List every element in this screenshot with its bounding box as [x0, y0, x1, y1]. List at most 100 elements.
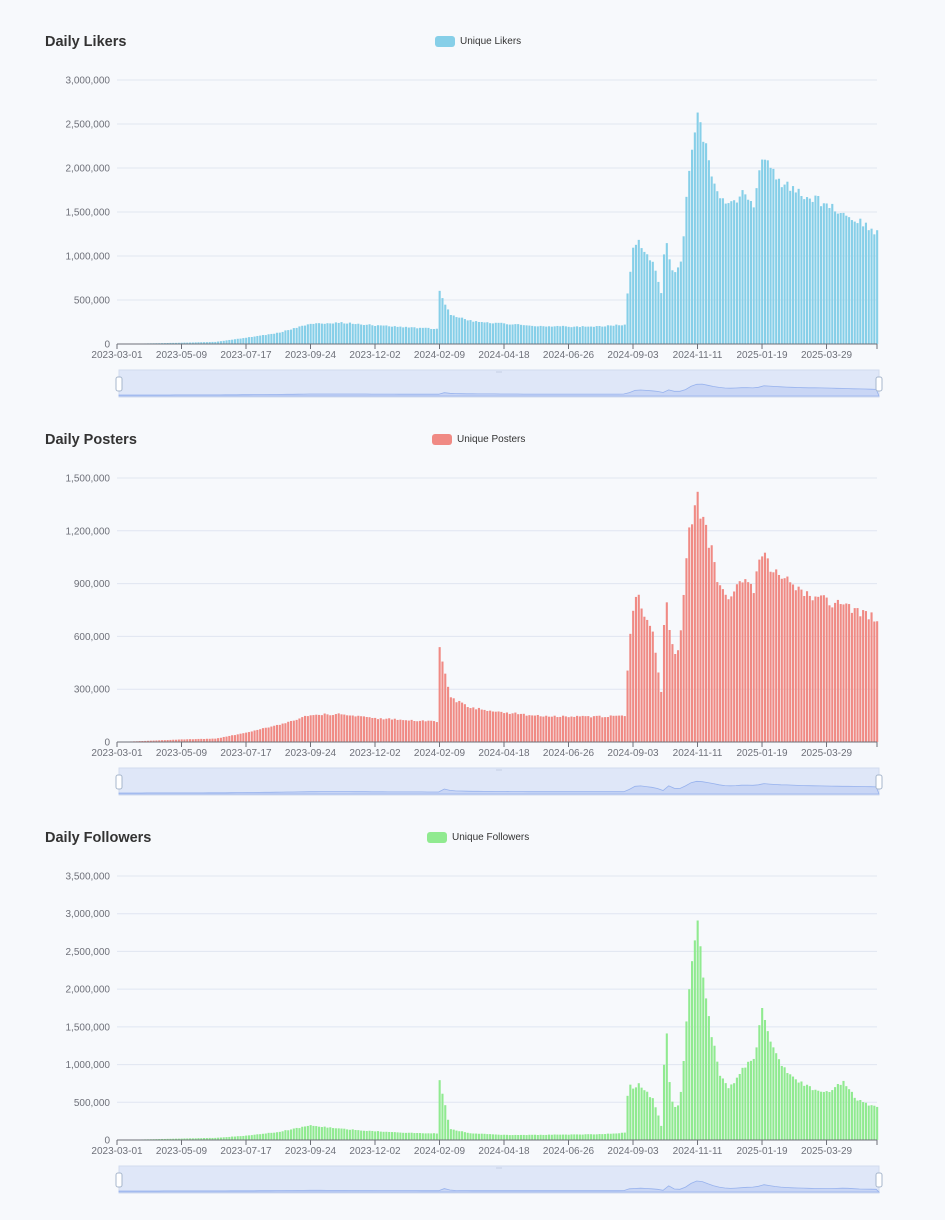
- x-tick-label: 2025-03-29: [801, 748, 853, 759]
- bar: [542, 326, 545, 344]
- bar: [180, 739, 183, 742]
- bar: [646, 254, 649, 344]
- bar: [668, 259, 671, 344]
- legend-item-posters[interactable]: Unique Posters: [432, 432, 525, 446]
- bar: [803, 596, 806, 742]
- bar: [836, 1084, 839, 1140]
- bar: [376, 1131, 380, 1140]
- zoom-handle-right[interactable]: [875, 376, 883, 392]
- bar: [539, 1134, 542, 1140]
- bar: [306, 716, 309, 742]
- bar: [674, 653, 677, 742]
- zoom-preview: [118, 1180, 880, 1193]
- bar: [267, 334, 270, 344]
- bar: [643, 1090, 646, 1140]
- bar: [348, 715, 351, 742]
- zoom-handle-right[interactable]: [875, 1172, 883, 1188]
- bar: [716, 191, 719, 344]
- bar: [503, 713, 506, 742]
- bar: [494, 322, 497, 344]
- bar: [542, 716, 545, 742]
- bar: [455, 1130, 458, 1140]
- data-zoom-slider[interactable]: [115, 1165, 883, 1194]
- data-zoom-slider[interactable]: [115, 767, 883, 796]
- bar: [163, 740, 166, 742]
- zoom-move-handle[interactable]: [496, 1167, 502, 1169]
- bar: [343, 714, 346, 742]
- bar: [766, 1031, 769, 1140]
- bar: [508, 1135, 511, 1140]
- bar: [183, 342, 186, 344]
- bar: [270, 726, 273, 742]
- bar: [612, 1133, 615, 1140]
- zoom-handle-left[interactable]: [115, 774, 123, 790]
- bar: [435, 722, 438, 742]
- x-tick-label: 2025-01-19: [736, 748, 788, 759]
- bar: [200, 738, 203, 742]
- bar: [236, 1136, 239, 1140]
- bar: [643, 616, 646, 742]
- bar-series-followers: [118, 920, 879, 1140]
- bar: [587, 716, 590, 742]
- bar: [604, 717, 607, 742]
- bar: [385, 1131, 388, 1140]
- bar: [853, 221, 856, 344]
- bar: [203, 738, 206, 742]
- bar: [744, 194, 747, 344]
- bar: [864, 222, 867, 344]
- bar: [825, 203, 828, 344]
- bar: [721, 589, 724, 742]
- bar: [738, 196, 741, 344]
- data-zoom-slider[interactable]: [115, 369, 883, 398]
- bar: [584, 1134, 587, 1140]
- bar: [674, 1106, 677, 1140]
- bar: [584, 326, 587, 344]
- bar: [183, 739, 186, 742]
- bar: [870, 1105, 873, 1140]
- y-tick-label: 0: [104, 340, 110, 351]
- bar: [797, 1082, 800, 1140]
- bar: [654, 652, 657, 742]
- bar: [284, 330, 287, 344]
- bar: [573, 716, 576, 742]
- bar: [250, 336, 253, 344]
- bar: [735, 202, 738, 344]
- y-tick-label: 1,000,000: [66, 1060, 111, 1071]
- zoom-move-handle[interactable]: [496, 371, 502, 373]
- bar: [259, 1134, 262, 1140]
- zoom-handle-left[interactable]: [115, 1172, 123, 1188]
- bar: [609, 325, 612, 344]
- bar: [626, 1095, 629, 1140]
- bar: [789, 1074, 792, 1140]
- bar: [721, 198, 724, 344]
- bar: [789, 190, 792, 344]
- bar: [536, 326, 539, 344]
- zoom-handle-right[interactable]: [875, 774, 883, 790]
- zoom-move-handle[interactable]: [496, 769, 502, 771]
- bar: [867, 619, 870, 742]
- bar: [360, 1130, 363, 1140]
- legend-item-followers[interactable]: Unique Followers: [427, 830, 529, 844]
- bar: [660, 293, 663, 344]
- bar: [174, 342, 178, 344]
- bar: [719, 585, 722, 742]
- bar: [407, 720, 410, 742]
- bar: [590, 717, 593, 742]
- bar: [166, 1138, 169, 1140]
- bar: [536, 1135, 539, 1140]
- y-tick-label: 1,200,000: [66, 526, 111, 537]
- bar: [749, 1060, 753, 1140]
- bar: [194, 739, 197, 742]
- legend-item-likers[interactable]: Unique Likers: [435, 34, 521, 48]
- bar: [763, 159, 767, 344]
- bar: [399, 719, 402, 742]
- bar: [850, 220, 853, 344]
- bar: [772, 168, 775, 344]
- bar: [447, 686, 450, 742]
- zoom-handle-left[interactable]: [115, 376, 123, 392]
- bar: [533, 715, 537, 742]
- bar: [452, 315, 455, 344]
- bar: [668, 630, 671, 742]
- bar: [842, 604, 845, 742]
- bar: [183, 1138, 186, 1140]
